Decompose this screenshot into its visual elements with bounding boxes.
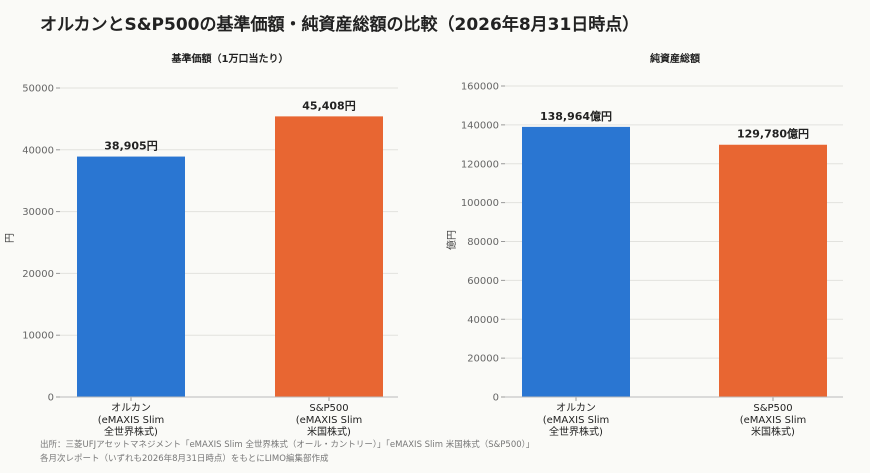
y-tick-label-0-1: 10000 (22, 331, 54, 342)
bar-1-0 (522, 126, 630, 397)
y-tick-label-1-7: 140000 (461, 120, 499, 131)
source-line-1: 出所：三菱UFJアセットマネジメント「eMAXIS Slim 全世界株式（オール… (40, 440, 535, 450)
left-panel-title: 基準価額（1万口当たり） (171, 54, 289, 65)
category-label-1-1-0: S&P500 (753, 403, 792, 414)
category-label-0-1-0: S&P500 (309, 403, 348, 414)
category-label-0-0-2: 全世界株式) (104, 425, 158, 438)
category-label-1-1-1: (eMAXIS Slim (740, 415, 807, 426)
right-panel-title: 純資産総額 (650, 54, 700, 65)
y-tick-label-1-0: 0 (493, 393, 499, 404)
chart-main-title: オルカンとS&P500の基準価額・純資産総額の比較（2026年8月31日時点） (40, 15, 640, 35)
bar-0-1 (275, 116, 383, 397)
category-label-0-1-2: 米国株式) (307, 425, 351, 438)
category-label-1-0-1: (eMAXIS Slim (543, 415, 610, 426)
y-tick-label-1-4: 80000 (467, 237, 499, 248)
category-label-1-0-2: 全世界株式) (549, 425, 603, 438)
y-axis-label-1: 億円 (445, 230, 458, 250)
source-note: 出所：三菱UFJアセットマネジメント「eMAXIS Slim 全世界株式（オール… (40, 438, 534, 466)
bar-1-1 (719, 144, 827, 397)
category-label-0-0-0: オルカン (111, 402, 151, 414)
y-tick-label-0-4: 40000 (22, 145, 54, 156)
category-label-0-1-1: (eMAXIS Slim (296, 415, 363, 426)
y-tick-label-1-8: 160000 (461, 82, 499, 93)
category-label-0-0-1: (eMAXIS Slim (98, 415, 165, 426)
y-axis-label-0: 円 (5, 233, 16, 243)
y-tick-label-1-2: 40000 (467, 315, 499, 326)
y-tick-label-1-1: 20000 (467, 354, 499, 365)
y-tick-label-0-2: 20000 (22, 269, 54, 280)
y-tick-label-0-0: 0 (48, 393, 54, 404)
y-tick-label-1-6: 120000 (461, 159, 499, 170)
data-label-1-0: 138,964億円 (540, 109, 612, 123)
y-tick-label-0-3: 30000 (22, 207, 54, 218)
y-tick-label-0-5: 50000 (22, 84, 54, 95)
data-label-0-0: 38,905円 (104, 140, 157, 153)
category-label-1-0-0: オルカン (556, 402, 596, 414)
y-tick-label-1-5: 100000 (461, 198, 499, 209)
data-label-0-1: 45,408円 (302, 99, 355, 112)
source-line-2: 各月次レポート（いずれも2026年8月31日時点）をもとにLIMO編集部作成 (40, 454, 329, 464)
y-tick-label-1-3: 60000 (467, 276, 499, 287)
data-label-1-1: 129,780億円 (737, 127, 809, 141)
category-label-1-1-2: 米国株式) (751, 425, 795, 438)
bar-0-0 (77, 156, 185, 397)
